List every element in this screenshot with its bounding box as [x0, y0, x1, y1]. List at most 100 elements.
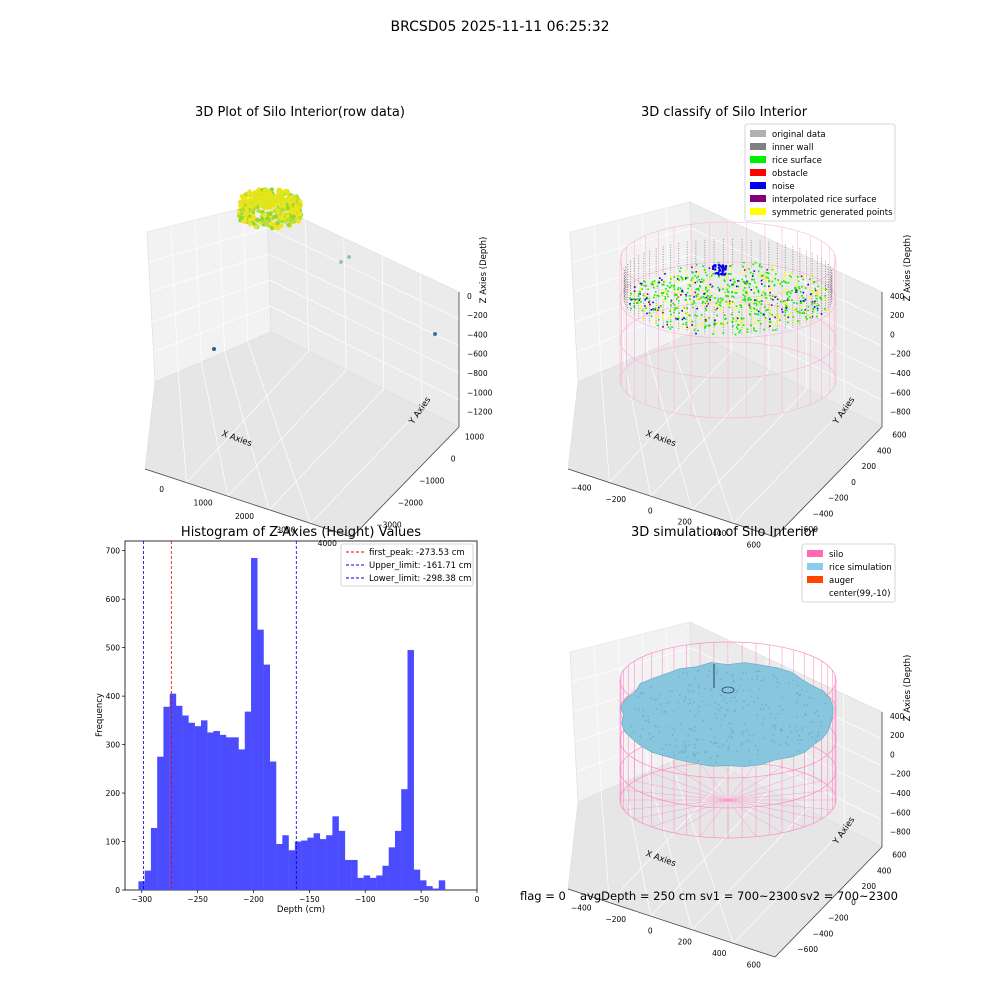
classify-point	[799, 312, 801, 314]
classify-point	[807, 283, 809, 286]
classify-point	[719, 302, 721, 304]
classify-point	[685, 323, 687, 326]
classify-point	[675, 318, 678, 321]
classify-point	[705, 309, 707, 312]
classify-point	[760, 303, 763, 305]
histogram-bar	[376, 875, 383, 890]
classify-point	[746, 292, 748, 294]
simulation-rice-texture	[810, 720, 812, 723]
classify-point	[760, 273, 762, 276]
simulation-ytick: −200	[828, 914, 849, 923]
classify-grid	[593, 225, 602, 373]
raw-3d-points	[212, 187, 437, 351]
classify-point	[774, 296, 776, 298]
classify-point	[815, 291, 818, 293]
simulation-rice-texture	[724, 713, 726, 716]
simulation-rice-texture	[717, 704, 720, 706]
classify-point	[745, 283, 747, 285]
raw-xtick: 3000	[276, 526, 295, 535]
raw-point	[269, 192, 274, 197]
classify-point	[720, 297, 722, 300]
simulation-rice-texture	[730, 697, 733, 699]
simulation-rice-texture	[669, 744, 671, 746]
raw-outlier-point	[347, 255, 351, 259]
classify-point	[673, 275, 676, 277]
simulation-rice-texture	[775, 725, 777, 727]
classify-point	[748, 304, 751, 307]
classify-point	[758, 265, 761, 268]
simulation-rice-texture	[715, 761, 717, 764]
raw-grid	[150, 253, 269, 293]
classify-point	[787, 289, 789, 291]
classify-point	[785, 307, 788, 309]
panel-simulation-3d: 3D simulation of Silo Interior −400−2000…	[567, 525, 913, 969]
simulation-rice-texture	[737, 689, 739, 691]
simulation-rice-texture	[760, 708, 762, 710]
classify-point	[771, 288, 773, 290]
classify-point	[769, 287, 772, 289]
classify-point	[743, 319, 745, 321]
classify-point	[762, 274, 764, 277]
raw-point	[295, 207, 300, 212]
classify-point	[782, 292, 784, 294]
simulation-rice-texture	[731, 729, 733, 731]
classify-point	[769, 309, 772, 311]
raw-point	[291, 214, 296, 219]
classify-point	[795, 322, 798, 325]
simulation-silo-floor	[651, 772, 729, 801]
classify-point	[638, 299, 641, 301]
histogram-bar	[232, 737, 239, 890]
classify-point	[768, 292, 770, 295]
classify-point	[713, 329, 716, 331]
classify-point	[813, 307, 815, 310]
classify-point	[641, 288, 644, 290]
classify-point	[701, 302, 704, 304]
classify-point	[706, 305, 708, 307]
simulation-rice-texture	[746, 730, 748, 732]
classify-point	[709, 324, 711, 327]
simulation-rice-texture	[652, 736, 654, 738]
classify-point	[785, 282, 788, 284]
simulation-rice-texture	[697, 738, 699, 740]
simulation-xtick: 200	[678, 938, 693, 947]
classify-silo-ring	[619, 341, 837, 419]
classify-point	[825, 288, 827, 291]
classify-point	[769, 282, 772, 285]
classify-point	[718, 276, 720, 278]
simulation-rice-texture	[678, 751, 681, 753]
simulation-rice-texture	[771, 725, 773, 728]
simulation-rice-texture	[772, 674, 774, 676]
classify-point	[787, 316, 790, 319]
classify-point	[765, 271, 768, 274]
classify-3d-points	[619, 221, 837, 419]
classify-point	[812, 290, 814, 293]
simulation-zlabel: Z Axies (Depth)	[903, 655, 913, 722]
simulation-rice-texture	[776, 677, 778, 680]
classify-point	[773, 284, 776, 286]
classify-point	[695, 263, 698, 266]
classify-point	[764, 293, 767, 296]
simulation-grid	[593, 645, 602, 793]
simulation-rice-texture	[799, 742, 801, 745]
simulation-rice-texture	[678, 676, 681, 678]
classify-point	[791, 299, 793, 302]
classify-point	[798, 287, 801, 290]
simulation-xtick: 0	[648, 926, 653, 935]
classify-point	[701, 322, 704, 325]
classify-point	[732, 284, 735, 286]
simulation-rice-texture	[753, 701, 755, 703]
classify-point	[757, 291, 760, 294]
classify-zlabel: Z Axies (Depth)	[903, 235, 913, 302]
classify-point	[761, 296, 763, 299]
raw-point	[272, 198, 277, 203]
classify-point	[685, 311, 687, 314]
simulation-rice-texture	[634, 708, 637, 710]
simulation-rice-texture	[727, 708, 729, 711]
simulation-silo-floor	[623, 799, 729, 811]
classify-xtick: −200	[605, 495, 626, 504]
classify-noise-point	[714, 272, 717, 275]
classify-point	[752, 263, 755, 266]
classify-point	[683, 307, 685, 309]
classify-point	[653, 283, 655, 285]
classify-point	[656, 304, 659, 306]
